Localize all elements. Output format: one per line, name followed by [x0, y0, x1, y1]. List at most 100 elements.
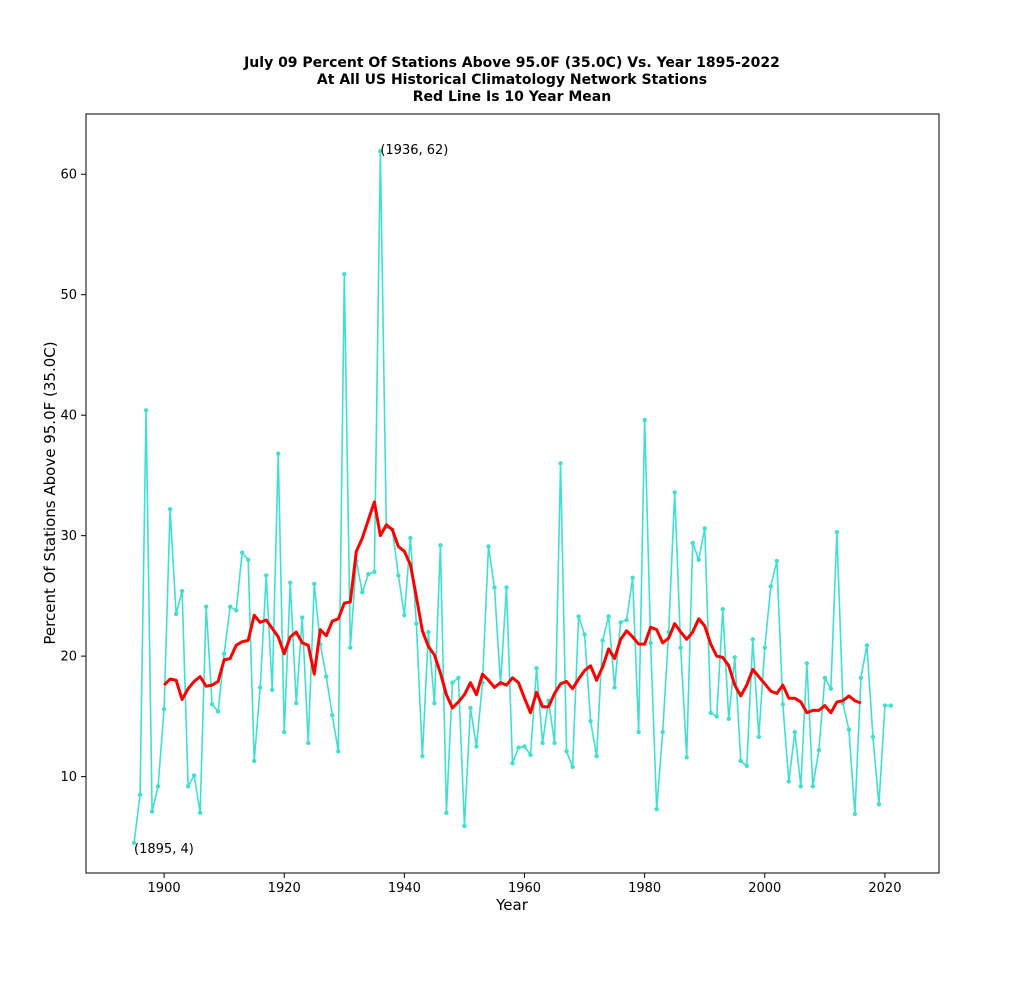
- chart-title-line-3: Red Line Is 10 Year Mean: [413, 89, 611, 105]
- data-point: [888, 703, 894, 708]
- data-point: [600, 638, 605, 643]
- y-tick-label: 10: [60, 770, 77, 785]
- data-point: [342, 272, 347, 277]
- data-point: [456, 675, 461, 681]
- data-point: [882, 703, 888, 708]
- data-point: [570, 764, 575, 770]
- data-point: [137, 792, 143, 797]
- data-point: [276, 451, 281, 456]
- data-point: [197, 810, 203, 815]
- data-point: [396, 573, 401, 578]
- data-point: [462, 823, 467, 829]
- data-point: [630, 575, 635, 581]
- data-point: [282, 729, 287, 735]
- data-point: [822, 675, 828, 681]
- data-point: [876, 802, 882, 807]
- data-point: [648, 640, 653, 646]
- data-point: [185, 784, 191, 789]
- data-point: [510, 761, 515, 766]
- data-point: [612, 685, 617, 690]
- data-point: [588, 719, 593, 724]
- data-point: [552, 740, 557, 746]
- data-point: [768, 584, 773, 589]
- data-point: [402, 612, 407, 618]
- data-point: [726, 716, 731, 721]
- data-point: [792, 729, 798, 735]
- data-point: [438, 543, 443, 548]
- data-point: [420, 753, 425, 759]
- data-point: [804, 661, 810, 666]
- data-point: [702, 526, 707, 531]
- data-point: [408, 535, 413, 541]
- data-point: [227, 604, 233, 609]
- data-point: [798, 784, 804, 789]
- data-point: [738, 758, 743, 764]
- plot-frame: [85, 113, 940, 874]
- data-point: [131, 840, 137, 846]
- data-point: [624, 617, 629, 623]
- data-point: [312, 581, 317, 587]
- data-point: [468, 705, 473, 711]
- data-point: [558, 461, 563, 466]
- data-point: [432, 700, 437, 706]
- data-point: [756, 734, 761, 740]
- data-point: [522, 744, 527, 749]
- data-point: [594, 753, 599, 759]
- data-point: [516, 745, 521, 750]
- data-point: [684, 755, 689, 760]
- data-point: [450, 680, 455, 685]
- data-point: [714, 714, 719, 719]
- data-point: [654, 806, 659, 812]
- data-point: [858, 675, 864, 681]
- data-point: [846, 727, 852, 732]
- data-point: [444, 810, 449, 815]
- data-point: [642, 417, 647, 423]
- y-tick-label: 40: [60, 409, 77, 424]
- data-point: [852, 811, 858, 817]
- x-tick-label: 1940: [388, 881, 421, 896]
- x-tick-label: 1980: [628, 881, 661, 896]
- data-point: [786, 779, 792, 784]
- x-tick-label: 1960: [508, 881, 541, 896]
- data-point: [750, 637, 755, 642]
- data-point: [834, 529, 840, 535]
- data-point: [167, 506, 173, 512]
- data-point: [221, 651, 227, 656]
- data-point: [366, 572, 371, 577]
- data-point: [233, 608, 239, 613]
- data-point: [828, 686, 834, 691]
- y-tick-label: 20: [60, 650, 77, 665]
- data-point: [155, 784, 161, 789]
- data-point: [564, 749, 569, 754]
- data-point: [239, 550, 245, 555]
- data-point: [486, 544, 491, 549]
- data-point: [173, 611, 179, 617]
- data-point: [678, 645, 683, 650]
- data-point: [492, 585, 497, 590]
- x-tick-label: 2020: [868, 881, 901, 896]
- data-point: [378, 149, 383, 154]
- data-point: [372, 569, 377, 575]
- data-point: [660, 729, 665, 735]
- data-point: [306, 740, 311, 746]
- data-point: [870, 734, 876, 740]
- ten-year-mean-line: [163, 500, 862, 715]
- data-point: [143, 408, 149, 413]
- data-point: [149, 809, 155, 814]
- data-point: [708, 710, 713, 715]
- y-tick-label: 50: [60, 288, 77, 303]
- data-point: [264, 573, 269, 578]
- data-point: [294, 700, 299, 706]
- data-point: [720, 606, 725, 612]
- data-point: [504, 585, 509, 590]
- data-point: [810, 784, 816, 789]
- annotation-label: (1895, 4): [134, 842, 194, 857]
- data-point: [582, 632, 587, 637]
- data-point: [252, 758, 257, 764]
- data-point: [780, 702, 786, 707]
- data-point: [300, 615, 305, 620]
- data-point: [414, 621, 419, 626]
- data-point: [762, 645, 767, 650]
